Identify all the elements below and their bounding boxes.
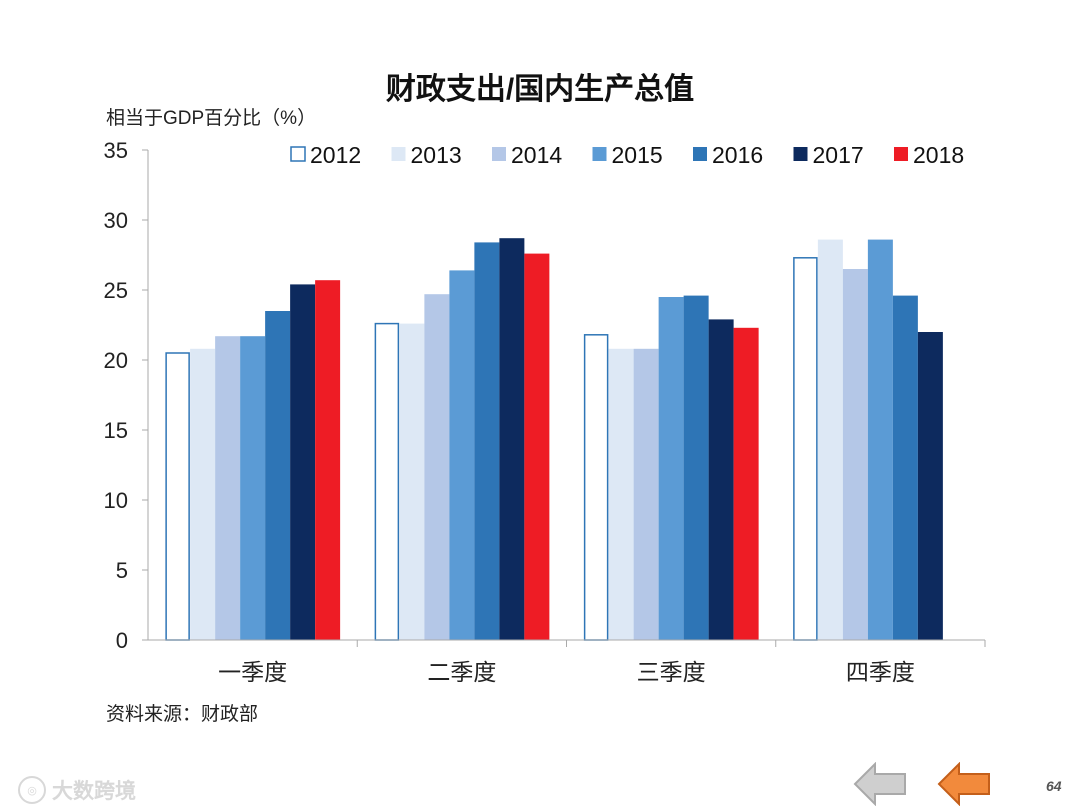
bar-2012 xyxy=(166,353,189,640)
bar-2018 xyxy=(734,328,759,640)
bar-2013 xyxy=(609,349,634,640)
source-note: 资料来源：财政部 xyxy=(106,699,258,726)
legend-swatch-2013 xyxy=(392,147,406,161)
x-tick-label: 四季度 xyxy=(846,659,915,685)
bar-2014 xyxy=(843,269,868,640)
legend-swatch-2017 xyxy=(794,147,808,161)
bar-2013 xyxy=(818,240,843,640)
y-tick-label: 5 xyxy=(116,558,128,583)
bar-2015 xyxy=(449,270,474,640)
bar-2012 xyxy=(585,335,608,640)
bar-2017 xyxy=(290,284,315,640)
prev-slide-button[interactable] xyxy=(853,762,907,806)
bar-2015 xyxy=(868,240,893,640)
logo-icon: ◎ xyxy=(18,776,46,804)
y-tick-label: 10 xyxy=(104,488,128,513)
bar-2016 xyxy=(265,311,290,640)
legend-label-2013: 2013 xyxy=(411,142,462,168)
legend-label-2016: 2016 xyxy=(712,142,763,168)
bar-2014 xyxy=(424,294,449,640)
bar-2018 xyxy=(315,280,340,640)
bar-2013 xyxy=(399,324,424,640)
y-tick-label: 35 xyxy=(104,138,128,163)
y-tick-label: 30 xyxy=(104,208,128,233)
legend-swatch-2015 xyxy=(593,147,607,161)
y-tick-label: 20 xyxy=(104,348,128,373)
x-tick-label: 一季度 xyxy=(218,659,287,685)
bar-2018 xyxy=(524,254,549,640)
arrow-left-icon xyxy=(939,764,989,804)
bar-chart: 0 5 10 15 20 25 30 35 一季度 二季度 三季度 四季度 2012 2013 2014 2… xyxy=(0,0,1080,810)
x-tick-label: 二季度 xyxy=(427,659,496,685)
bar-2015 xyxy=(240,336,265,640)
watermark-text: 大数跨境 xyxy=(52,775,136,805)
bar-2016 xyxy=(684,296,709,640)
bar-2016 xyxy=(474,242,499,640)
y-tick-label: 25 xyxy=(104,278,128,303)
legend-label-2012: 2012 xyxy=(310,142,361,168)
legend-swatch-2018 xyxy=(894,147,908,161)
bar-2013 xyxy=(190,349,215,640)
y-tick-label: 0 xyxy=(116,628,128,653)
x-tick-label: 三季度 xyxy=(637,659,706,685)
legend-label-2018: 2018 xyxy=(913,142,964,168)
page-number: 64 xyxy=(1046,778,1062,794)
bar-2015 xyxy=(659,297,684,640)
bar-2016 xyxy=(893,296,918,640)
bar-2017 xyxy=(918,332,943,640)
bar-2014 xyxy=(634,349,659,640)
legend-swatch-2012 xyxy=(291,147,305,161)
legend-swatch-2014 xyxy=(492,147,506,161)
bar-2017 xyxy=(709,319,734,640)
bar-2012 xyxy=(794,258,817,640)
legend-label-2015: 2015 xyxy=(612,142,663,168)
y-tick-label: 15 xyxy=(104,418,128,443)
legend-label-2017: 2017 xyxy=(813,142,864,168)
back-button[interactable] xyxy=(937,762,991,806)
arrow-left-icon xyxy=(855,764,905,804)
watermark: ◎ 大数跨境 xyxy=(18,775,136,805)
legend-swatch-2016 xyxy=(693,147,707,161)
legend-label-2014: 2014 xyxy=(511,142,562,168)
bar-2014 xyxy=(215,336,240,640)
bar-2012 xyxy=(375,324,398,640)
bar-2017 xyxy=(499,238,524,640)
